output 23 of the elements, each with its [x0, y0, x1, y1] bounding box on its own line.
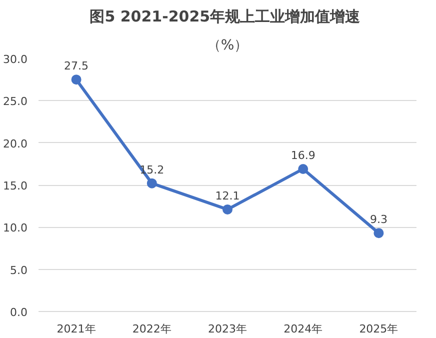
y-tick-label: 5.0 [10, 264, 28, 277]
y-tick-label: 30.0 [3, 53, 28, 66]
point [146, 178, 157, 188]
data-label: 16.9 [290, 148, 316, 162]
y-tick-label: 15.0 [3, 180, 28, 192]
chart-title: 图5 2021-2025年规上工业增加值增速 [90, 8, 362, 26]
y-tick-label: 25.0 [3, 95, 28, 108]
data-label: 9.3 [370, 213, 388, 226]
x-tick-label: 2025年 [359, 322, 398, 336]
chart-subtitle: （%） [206, 38, 248, 54]
x-tick-label: 2022年 [132, 322, 172, 336]
y-tick-label: 0.0 [10, 306, 28, 319]
point [71, 74, 82, 85]
x-tick-label: 2023年 [208, 322, 248, 336]
y-tick-label: 10.0 [3, 222, 28, 235]
point [298, 164, 308, 174]
y-tick-label: 20.0 [3, 137, 28, 150]
data-label: 12.1 [215, 189, 240, 202]
x-tick-label: 2021年 [56, 322, 96, 336]
x-tick-label: 2024年 [284, 322, 323, 336]
data-label: 27.5 [64, 60, 89, 73]
point [374, 228, 384, 238]
point [222, 204, 232, 214]
